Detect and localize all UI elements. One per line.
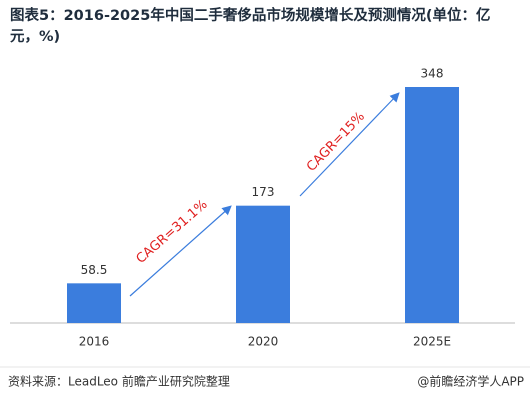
bar bbox=[67, 283, 121, 323]
annotation: CAGR=15% bbox=[304, 109, 368, 175]
x-tick-label: 2025E bbox=[413, 335, 451, 349]
value-label: 348 bbox=[421, 67, 444, 81]
bar bbox=[236, 205, 290, 323]
x-tick-label: 2020 bbox=[248, 335, 279, 349]
bar bbox=[405, 87, 459, 323]
value-label: 173 bbox=[252, 185, 275, 199]
annotation: CAGR=31.1% bbox=[133, 197, 210, 267]
arrow bbox=[129, 205, 232, 297]
credit: @前瞻经济学人APP bbox=[417, 374, 524, 389]
source: 资料来源：LeadLeo 前瞻产业研究院整理 bbox=[8, 374, 230, 389]
value-label: 58.5 bbox=[81, 263, 108, 277]
chart-title: 图表5：2016-2025年中国二手奢侈品市场规模增长及预测情况(单位：亿元，%… bbox=[10, 8, 491, 45]
arrow bbox=[299, 92, 400, 197]
x-tick-label: 2016 bbox=[79, 335, 110, 349]
